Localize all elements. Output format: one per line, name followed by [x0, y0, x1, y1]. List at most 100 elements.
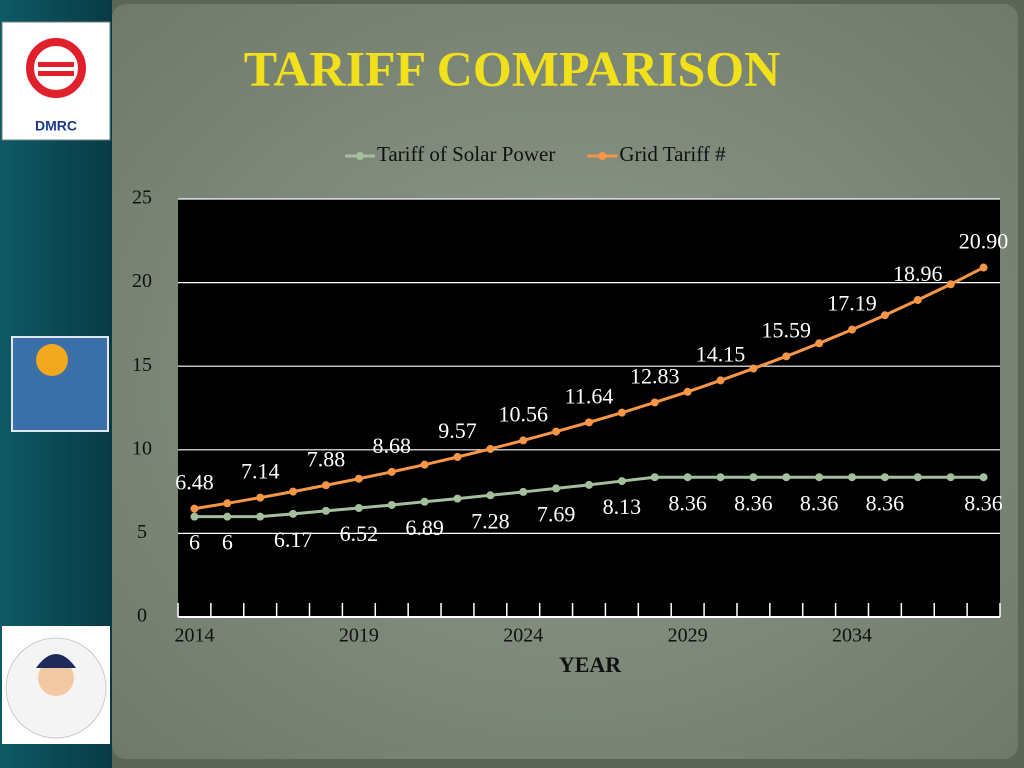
y-tick-label: 10 — [132, 437, 152, 459]
point — [387, 467, 396, 476]
logo-bar — [38, 62, 74, 67]
point — [617, 477, 626, 486]
point — [486, 491, 495, 500]
data-label: 6 — [189, 530, 200, 555]
point — [979, 473, 988, 482]
data-label: 7.14 — [241, 459, 280, 484]
data-label: 8.36 — [964, 490, 1003, 515]
point — [979, 263, 988, 272]
point — [848, 473, 857, 482]
data-label: 6.17 — [274, 527, 313, 552]
data-label: 8.68 — [372, 433, 411, 458]
data-label: 8.36 — [866, 490, 905, 515]
point — [519, 436, 528, 445]
logo-bar — [38, 71, 74, 76]
point — [190, 504, 199, 513]
plot-area — [178, 199, 1000, 617]
y-tick-label: 25 — [132, 187, 152, 209]
point — [683, 473, 692, 482]
mascot-face — [38, 660, 74, 696]
point — [946, 280, 955, 289]
data-label: 9.57 — [438, 418, 477, 443]
point — [256, 512, 265, 521]
data-label: 14.15 — [696, 341, 746, 366]
point — [815, 339, 824, 348]
point — [913, 473, 922, 482]
data-label: 6.89 — [405, 515, 444, 540]
y-tick-label: 20 — [132, 270, 152, 292]
point — [223, 512, 232, 521]
data-label: 15.59 — [762, 317, 812, 342]
point — [585, 480, 593, 489]
point — [880, 311, 889, 320]
point — [321, 506, 330, 515]
data-label: 8.36 — [734, 490, 773, 515]
y-tick-label: 5 — [137, 521, 147, 543]
point — [617, 408, 626, 417]
point — [354, 503, 363, 512]
x-axis-label: YEAR — [559, 652, 622, 677]
point — [519, 487, 528, 496]
point — [749, 473, 758, 482]
point — [848, 325, 857, 334]
point — [585, 418, 593, 427]
legend-label: Grid Tariff # — [619, 142, 726, 166]
point — [880, 473, 889, 482]
point — [223, 499, 232, 508]
point — [716, 473, 725, 482]
point — [453, 452, 462, 461]
data-label: 6.48 — [175, 470, 214, 495]
point — [782, 352, 791, 361]
data-label: 8.36 — [800, 490, 839, 515]
chart-title: TARIFF COMPARISON — [244, 40, 781, 96]
point — [683, 387, 692, 396]
data-label: 17.19 — [827, 291, 877, 316]
sun-icon — [36, 344, 68, 376]
point — [289, 509, 298, 518]
data-label: 10.56 — [498, 401, 548, 426]
point — [650, 473, 659, 482]
point — [420, 497, 429, 506]
data-label: 7.69 — [537, 501, 576, 526]
point — [354, 474, 363, 483]
data-label: 7.88 — [307, 446, 346, 471]
point — [256, 493, 265, 502]
mascot-hat — [36, 654, 76, 668]
point — [552, 484, 561, 493]
legend-marker — [598, 152, 607, 160]
point — [289, 487, 298, 496]
data-label: 11.64 — [565, 383, 614, 408]
point — [815, 473, 824, 482]
data-label: 6.52 — [340, 521, 379, 546]
x-tick-label: 2034 — [832, 625, 872, 647]
point — [486, 444, 495, 453]
point — [190, 512, 199, 521]
point — [946, 473, 955, 482]
point — [716, 376, 725, 385]
data-label: 18.96 — [893, 261, 943, 286]
legend-label: Tariff of Solar Power — [377, 142, 555, 166]
logo-ring — [26, 38, 86, 98]
x-tick-label: 2019 — [339, 625, 379, 647]
point — [420, 460, 429, 469]
data-label: 20.90 — [959, 229, 1009, 254]
point — [453, 494, 462, 503]
data-label: 7.28 — [471, 508, 510, 533]
point — [387, 500, 396, 509]
point — [650, 398, 659, 407]
x-tick-label: 2024 — [503, 625, 543, 647]
point — [321, 481, 330, 490]
data-label: 6 — [222, 530, 233, 555]
point — [749, 364, 758, 373]
point — [913, 295, 922, 304]
data-label: 8.13 — [603, 494, 642, 519]
data-label: 12.83 — [630, 364, 680, 389]
point — [552, 427, 561, 436]
y-tick-label: 15 — [132, 354, 152, 376]
point — [782, 473, 791, 482]
x-tick-label: 2029 — [668, 625, 708, 647]
logo-text: DMRC — [35, 118, 77, 134]
legend-marker — [356, 152, 364, 160]
y-tick-label: 0 — [137, 605, 147, 627]
